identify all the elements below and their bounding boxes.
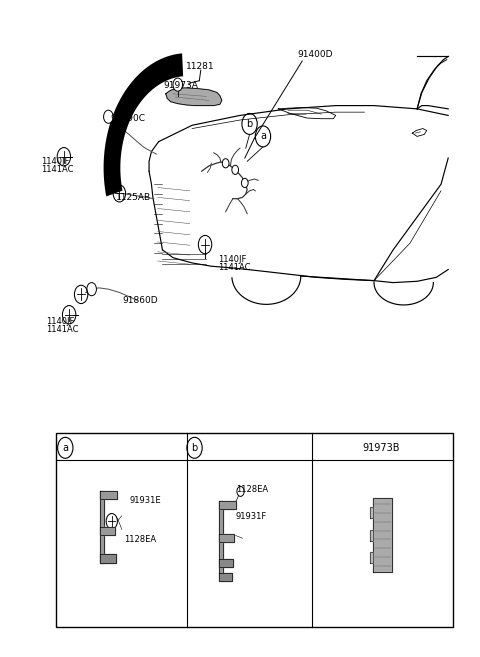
- Text: 1128EA: 1128EA: [124, 535, 156, 544]
- Polygon shape: [219, 501, 224, 573]
- Polygon shape: [104, 53, 183, 196]
- Polygon shape: [100, 491, 117, 499]
- Text: 11281: 11281: [186, 62, 215, 71]
- Text: 1141AC: 1141AC: [41, 165, 74, 173]
- Text: 91931E: 91931E: [130, 497, 162, 505]
- Circle shape: [232, 166, 239, 174]
- Text: 91973B: 91973B: [362, 443, 400, 453]
- Text: 1140JF: 1140JF: [218, 255, 247, 264]
- Text: 1140JF: 1140JF: [41, 157, 70, 166]
- Text: 1125AB: 1125AB: [116, 193, 151, 202]
- Text: 91890C: 91890C: [111, 114, 146, 124]
- Polygon shape: [370, 551, 373, 562]
- Text: b: b: [192, 443, 198, 453]
- Bar: [56, 434, 453, 627]
- Text: b: b: [246, 119, 252, 129]
- Polygon shape: [219, 573, 232, 581]
- Circle shape: [241, 178, 248, 187]
- Text: a: a: [62, 443, 68, 453]
- Text: 91931F: 91931F: [235, 512, 266, 521]
- Polygon shape: [100, 527, 115, 535]
- Text: 1141AC: 1141AC: [46, 325, 79, 334]
- Polygon shape: [166, 88, 222, 106]
- Circle shape: [237, 486, 244, 497]
- Polygon shape: [370, 530, 373, 541]
- Circle shape: [222, 159, 229, 168]
- Polygon shape: [219, 559, 233, 567]
- Polygon shape: [219, 501, 236, 509]
- Text: 1141AC: 1141AC: [218, 263, 251, 272]
- Polygon shape: [370, 507, 373, 518]
- Circle shape: [104, 110, 113, 124]
- Text: 91860D: 91860D: [123, 296, 158, 305]
- Text: 1140JF: 1140JF: [46, 317, 74, 327]
- Text: 91973A: 91973A: [163, 81, 198, 91]
- Polygon shape: [100, 491, 104, 562]
- Circle shape: [173, 78, 182, 91]
- Text: 1128EA: 1128EA: [236, 485, 268, 493]
- Polygon shape: [373, 498, 392, 572]
- Text: a: a: [260, 131, 266, 141]
- Circle shape: [87, 283, 96, 296]
- Text: 91400D: 91400D: [298, 50, 333, 59]
- Polygon shape: [219, 534, 235, 543]
- Polygon shape: [100, 555, 116, 562]
